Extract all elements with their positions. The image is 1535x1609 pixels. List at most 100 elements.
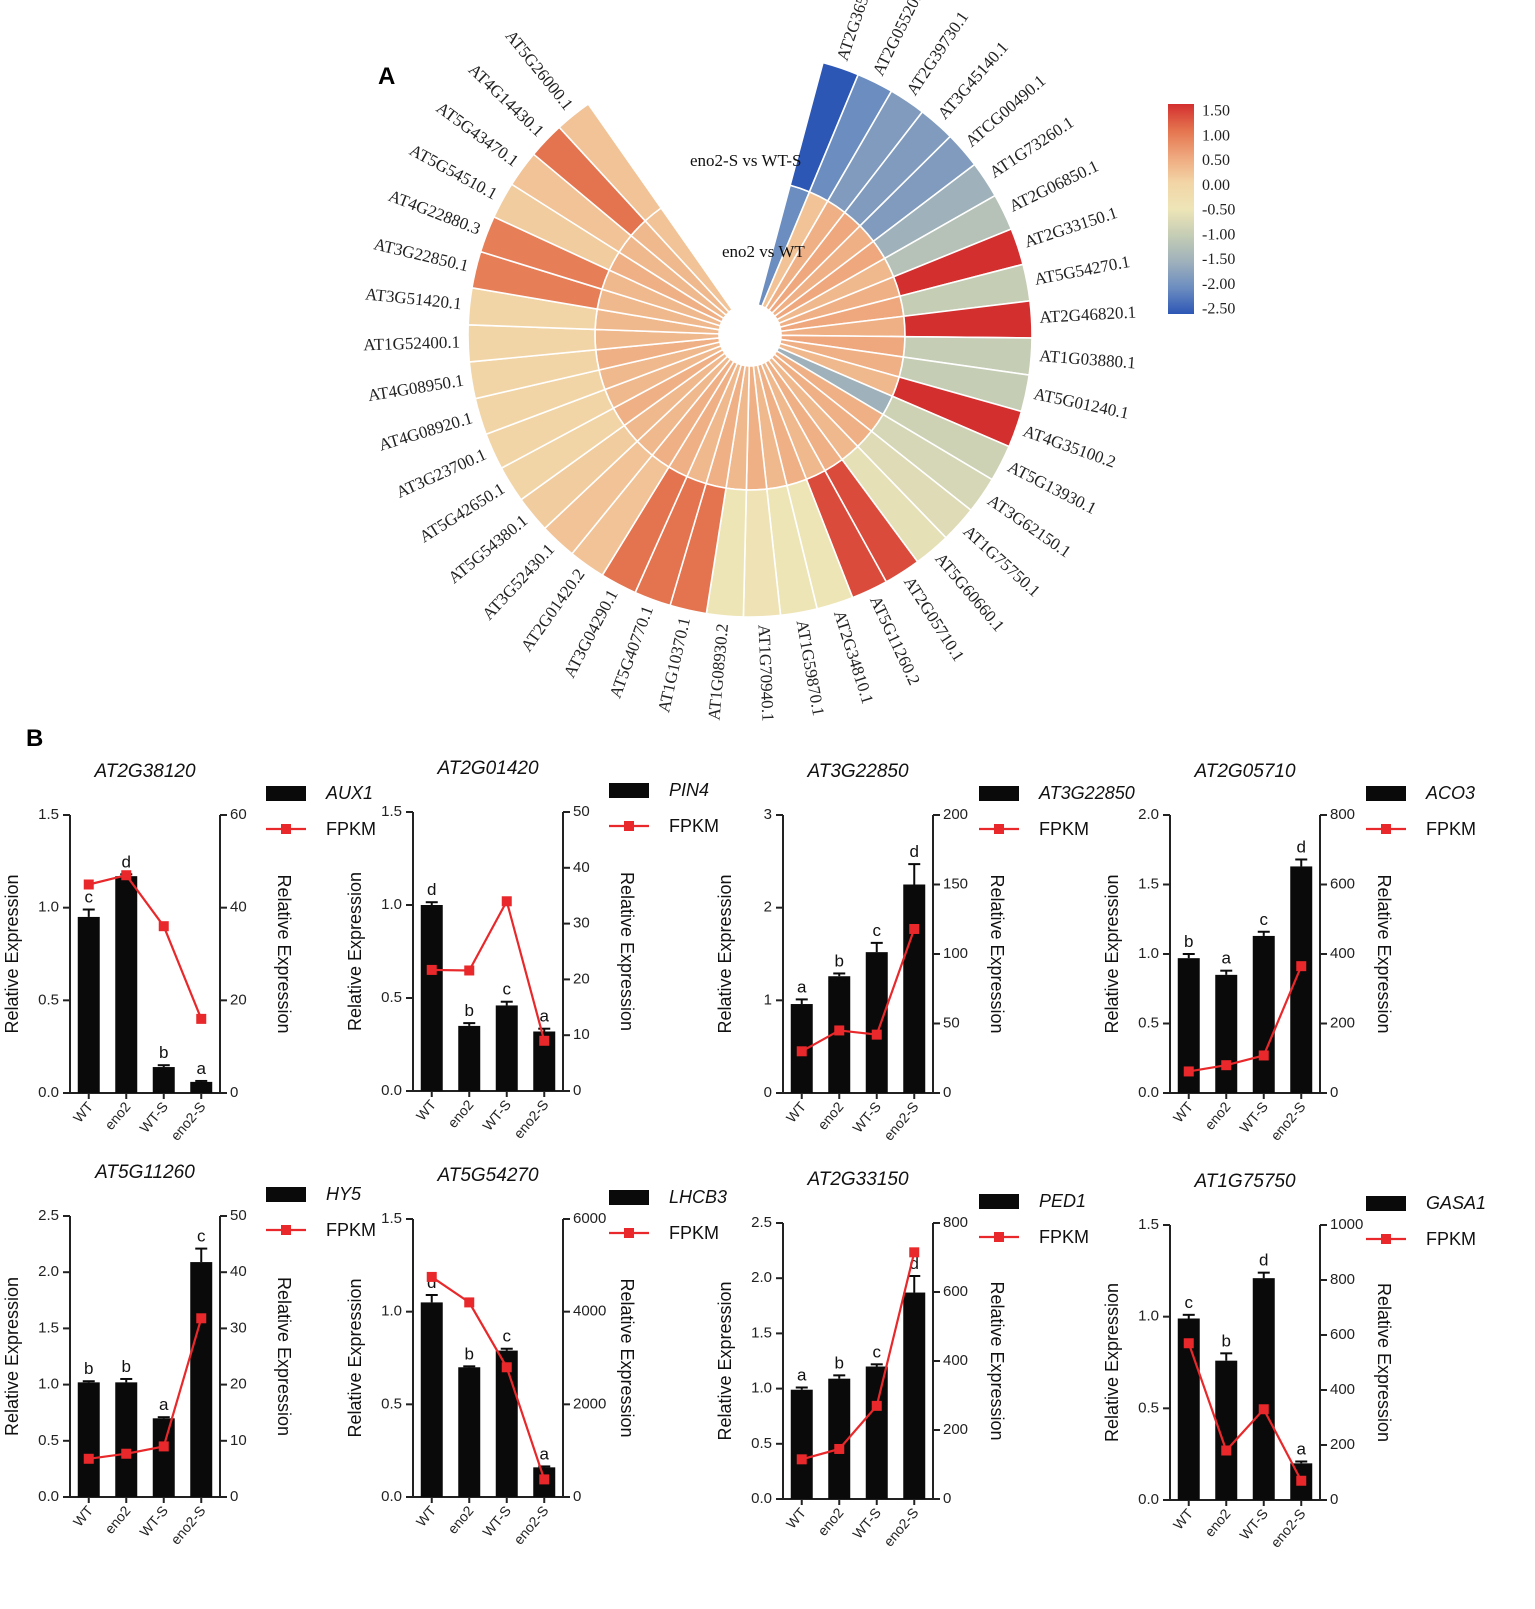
chart-title: AT3G22850 (806, 761, 908, 782)
significance-letter-WT-S: c (503, 980, 512, 999)
category-label: WT (783, 1098, 810, 1125)
panel-a-letter: A (378, 63, 395, 90)
category-label: eno2-S (880, 1099, 921, 1144)
fpkm-point-WT-S (158, 921, 169, 932)
right-tick-label: 1000 (1330, 1216, 1363, 1233)
fpkm-line (801, 1252, 916, 1461)
left-tick-label: 1.5 (751, 1324, 772, 1341)
significance-letter-WT-S: a (159, 1395, 169, 1414)
color-scale-bar (1168, 104, 1194, 314)
fpkm-point-eno2 (121, 1448, 132, 1459)
right-tick-label: 400 (1330, 1381, 1355, 1398)
bar-eno2 (115, 1382, 138, 1497)
y-axis-label: Relative Expression (2, 874, 22, 1033)
significance-letter-WT-S: c (873, 1342, 882, 1361)
chart-AT3G22850: AT3G22850 0 1 2 3 0 50 100 150 200 Relative Expres… (715, 761, 1135, 1144)
fpkm-line (431, 898, 546, 1042)
left-tick-label: 1.5 (1138, 875, 1159, 892)
left-tick-label: 3 (764, 806, 772, 823)
significance-letter-eno2-S: a (540, 1007, 550, 1026)
legend-fpkm-label: FPKM (1426, 1229, 1476, 1249)
right-tick-label: 800 (1330, 1271, 1355, 1288)
right-tick-label: 50 (230, 1207, 247, 1224)
left-tick-label: 1.0 (381, 1303, 402, 1320)
legend-fpkm-label: FPKM (1039, 819, 1089, 839)
right-tick-label: 150 (943, 875, 968, 892)
fpkm-point-eno2-S (539, 1035, 550, 1046)
bar-WT (77, 1382, 100, 1497)
right-tick-label: 200 (943, 806, 968, 823)
fpkm-point-WT (83, 1453, 94, 1464)
left-tick-label: 1.5 (38, 806, 59, 823)
category-label: WT-S (1236, 1506, 1271, 1543)
category-label: eno2-S (167, 1099, 208, 1144)
significance-letter-WT: a (797, 977, 807, 996)
legend-fpkm-label: FPKM (326, 819, 376, 839)
right-tick-label: 400 (1330, 945, 1355, 962)
right-tick-label: 200 (943, 1421, 968, 1438)
significance-letter-eno2: b (465, 1001, 474, 1020)
y-axis-label: Relative Expression (345, 1278, 365, 1437)
scale-tick-label: -0.50 (1202, 202, 1235, 219)
significance-letter-WT: a (797, 1365, 807, 1384)
chart-title: AT2G05710 (1193, 761, 1295, 782)
left-tick-label: 0.0 (1138, 1084, 1159, 1101)
chart-title: AT5G11260 (94, 1162, 195, 1183)
right-tick-label: 800 (943, 1214, 968, 1231)
significance-letter-WT-S: d (1259, 1251, 1268, 1270)
right-tick-label: 400 (943, 1352, 968, 1369)
y-axis-label: Relative Expression (345, 872, 365, 1031)
legend-gene-label: PED1 (1039, 1191, 1086, 1211)
fpkm-point-eno2-S (909, 923, 920, 934)
scale-tick-label: -2.50 (1202, 301, 1235, 318)
chart-AT5G54270: AT5G54270 0.0 0.5 1.0 1.5 0 2000 4000 6000 Relati… (345, 1165, 727, 1548)
legend-point-swatch (624, 1228, 634, 1238)
left-tick-label: 1.5 (38, 1319, 59, 1336)
scale-tick-label: -1.50 (1202, 251, 1235, 268)
legend-point-swatch (994, 824, 1004, 834)
left-tick-label: 1.5 (381, 803, 402, 820)
significance-letter-WT: d (427, 1273, 436, 1292)
right-tick-label: 600 (1330, 1326, 1355, 1343)
fpkm-point-WT-S (1258, 1404, 1269, 1415)
fpkm-point-WT (1183, 1338, 1194, 1349)
right-tick-label: 800 (1330, 806, 1355, 823)
legend-fpkm-label: FPKM (1039, 1227, 1089, 1247)
legend-fpkm-label: FPKM (1426, 819, 1476, 839)
right-tick-label: 60 (230, 806, 247, 823)
significance-letter-eno2: b (1222, 1331, 1231, 1350)
fpkm-point-eno2-S (539, 1474, 550, 1485)
right-tick-label: 20 (573, 970, 590, 987)
right-tick-label: 30 (230, 1319, 247, 1336)
bar-eno2-S (903, 1292, 926, 1499)
gene-label-AT1G52400.1: AT1G52400.1 (363, 333, 460, 355)
right-tick-label: 6000 (573, 1210, 606, 1227)
left-tick-label: 0.0 (751, 1490, 772, 1507)
significance-letter-eno2-S: d (1297, 837, 1306, 856)
bar-eno2-S (903, 884, 926, 1093)
category-label: WT (413, 1502, 440, 1529)
fpkm-point-WT-S (501, 896, 512, 907)
category-label: eno2 (444, 1502, 476, 1536)
right-tick-label: 30 (573, 915, 590, 932)
right-tick-label: 20 (230, 991, 247, 1008)
legend-point-swatch (624, 821, 634, 831)
bar-WT-S (865, 1366, 888, 1499)
left-tick-label: 2.0 (1138, 806, 1159, 823)
legend-fpkm-label: FPKM (326, 1220, 376, 1240)
category-label: eno2 (814, 1504, 846, 1538)
y2-axis-label: Relative Expression (617, 1278, 637, 1437)
significance-letter-eno2-S: d (910, 842, 919, 861)
chart-title: AT2G01420 (436, 758, 538, 779)
left-tick-label: 1.0 (381, 896, 402, 913)
legend-fpkm-label: FPKM (669, 816, 719, 836)
fpkm-point-eno2 (1221, 1060, 1232, 1071)
fpkm-point-WT (796, 1454, 807, 1465)
left-tick-label: 0.0 (381, 1082, 402, 1099)
outer-cell-AT5G26000.1 (558, 102, 663, 222)
category-label: WT (413, 1096, 440, 1123)
scale-tick-label: 0.00 (1202, 177, 1230, 194)
chart-AT2G33150: AT2G33150 0.0 0.5 1.0 1.5 2.0 2.5 0 200 400 600 800… (715, 1169, 1089, 1550)
fpkm-line (1188, 965, 1303, 1073)
